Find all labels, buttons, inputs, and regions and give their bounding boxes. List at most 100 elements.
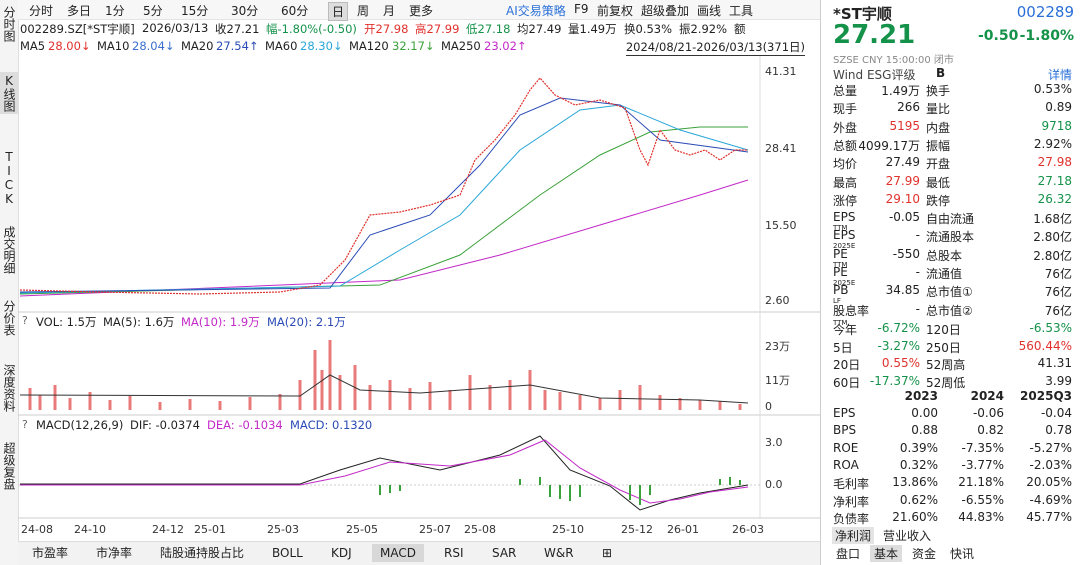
sidebar-tab[interactable]: 深度资料 <box>2 364 16 412</box>
period-tab[interactable]: 日 <box>328 2 349 21</box>
field-value: 41.31 <box>1037 356 1072 371</box>
field-value: 1.68亿 <box>1033 212 1072 226</box>
chart: 41.31 28.41 15.50 2.60 23万 11万 0 3.0 0.0 24-08 24-… <box>18 55 820 536</box>
indicator-tab[interactable]: MACD <box>372 544 424 562</box>
dif-line <box>20 435 749 511</box>
tool-button[interactable]: AI交易策略 <box>506 4 566 18</box>
field-label: 量比 <box>926 102 951 117</box>
sidebar-tab[interactable]: 成交明细 <box>2 226 16 274</box>
period-tab[interactable]: 60分 <box>281 4 309 18</box>
period-tab[interactable]: 15分 <box>181 4 209 18</box>
sidebar-tab[interactable]: 超级复盘 <box>2 442 16 490</box>
ma-name: MA5 <box>20 39 46 53</box>
field-label: 最高 <box>833 175 858 190</box>
field-label: 流通股本 <box>926 230 975 245</box>
period-tab[interactable]: 分时 <box>29 4 54 18</box>
panel-tab[interactable]: 资金 <box>912 547 937 561</box>
ma20-line <box>19 97 749 293</box>
indicator-tab[interactable]: W&R <box>544 546 574 560</box>
fin-value: 0.88 <box>911 423 938 438</box>
help-icon: ? <box>22 314 28 327</box>
period-tab[interactable]: 月 <box>383 4 396 18</box>
field-label: 20日 <box>833 358 861 373</box>
indicator-tab[interactable]: KDJ <box>331 546 352 560</box>
indicator-value: MA(20): 2.1万 <box>267 315 346 329</box>
indicator-tab[interactable]: BOLL <box>272 546 303 560</box>
fin-label: EPS <box>833 406 856 420</box>
panel-tab[interactable]: 快讯 <box>950 547 975 561</box>
sidebar-tab[interactable]: 分价表 <box>2 300 16 336</box>
field-label: 跌停 <box>926 193 951 208</box>
field-label: 最低 <box>926 175 951 190</box>
period-tab[interactable]: 30分 <box>231 4 259 18</box>
indicator-tab[interactable]: ⊞ <box>602 546 613 560</box>
field-label-sup: 2025E <box>833 242 856 251</box>
tool-button[interactable]: 超级叠加 <box>641 4 690 18</box>
period-tab[interactable]: 多日 <box>67 4 92 18</box>
dea-line <box>20 439 749 504</box>
divider <box>820 0 821 565</box>
field-value: 29.10 <box>885 191 920 206</box>
fin-tab[interactable]: 营业收入 <box>883 529 932 543</box>
indicator-value: MACD(12,26,9) <box>36 418 124 432</box>
toolbar <box>18 0 820 20</box>
stock-price: 27.21 <box>833 20 916 50</box>
price-line <box>19 77 748 295</box>
fin-year: 2024 <box>970 389 1004 403</box>
indicator-tab[interactable]: 市净率 <box>96 546 133 560</box>
detail-link[interactable]: 详情 <box>1047 68 1072 82</box>
quote-field: 2026/03/13 <box>142 21 209 35</box>
fin-tab[interactable]: 净利润 <box>832 527 875 544</box>
esg-label: Wind ESG评级 <box>833 68 916 82</box>
indicator-value: MACD: 0.1320 <box>290 418 373 432</box>
x-axis-label: 25-10 <box>552 523 584 536</box>
fin-value: -6.55% <box>961 492 1004 507</box>
field-value: -6.72% <box>877 321 920 335</box>
ma-name: MA250 <box>441 39 481 53</box>
panel-tab[interactable]: 基本 <box>870 545 903 562</box>
field-label: 现手 <box>833 102 858 117</box>
field-label: EPS 2025E <box>833 228 856 251</box>
indicator-tab[interactable]: 市盈率 <box>32 546 69 560</box>
field-value: 27.99 <box>885 173 920 188</box>
period-tab[interactable]: 5分 <box>143 4 163 18</box>
field-value: 76亿 <box>1044 266 1072 281</box>
tool-button[interactable]: F9 <box>574 2 589 16</box>
quote-field: 002289.SZ[*ST宇顺] <box>20 22 135 36</box>
volume-bars <box>28 340 742 410</box>
price-axis-label: 41.31 <box>765 65 797 78</box>
sidebar-tab[interactable]: TICK <box>2 150 16 206</box>
fin-label: 净利率 <box>833 494 870 509</box>
ma-value: 27.54↑ <box>216 39 259 53</box>
field-label: 总市值② <box>926 303 973 318</box>
field-label: 总量 <box>833 84 858 98</box>
fin-value: -2.03% <box>1029 457 1072 472</box>
fin-value: 0.62% <box>899 492 938 507</box>
quote-field: 均27.49 <box>517 22 562 36</box>
fin-value: 0.78 <box>1045 423 1072 438</box>
sidebar-tab[interactable]: 分时图 <box>2 6 16 42</box>
field-value: -17.37% <box>869 374 920 389</box>
field-label: 内盘 <box>926 120 951 135</box>
market-status: SZSE CNY 15:00:00 闭市 <box>833 55 954 66</box>
period-tab[interactable]: 更多 <box>409 4 434 18</box>
field-value: -6.53% <box>1029 321 1072 335</box>
indicator-tab[interactable]: RSI <box>444 546 464 560</box>
macd-axis-label: 3.0 <box>765 436 783 449</box>
tool-button[interactable]: 前复权 <box>597 4 634 18</box>
panel-tab[interactable]: 盘口 <box>836 547 861 561</box>
tool-button[interactable]: 画线 <box>697 4 722 18</box>
indicator-tab[interactable]: SAR <box>492 546 517 560</box>
x-axis-label: 25-12 <box>621 523 653 536</box>
indicator-tab[interactable]: 陆股通持股占比 <box>160 546 245 560</box>
field-label: 52周高 <box>926 358 966 373</box>
field-value: 27.98 <box>1037 155 1072 170</box>
field-label: 均价 <box>833 157 858 172</box>
field-label-sup: TTM <box>833 318 848 327</box>
fin-year: 2025Q3 <box>1020 389 1072 403</box>
period-tab[interactable]: 1分 <box>105 4 125 18</box>
quote-field: 振2.92% <box>679 22 728 36</box>
period-tab[interactable]: 周 <box>357 4 370 18</box>
sidebar-tab[interactable]: K线图 <box>0 72 18 114</box>
tool-button[interactable]: 工具 <box>729 4 754 18</box>
